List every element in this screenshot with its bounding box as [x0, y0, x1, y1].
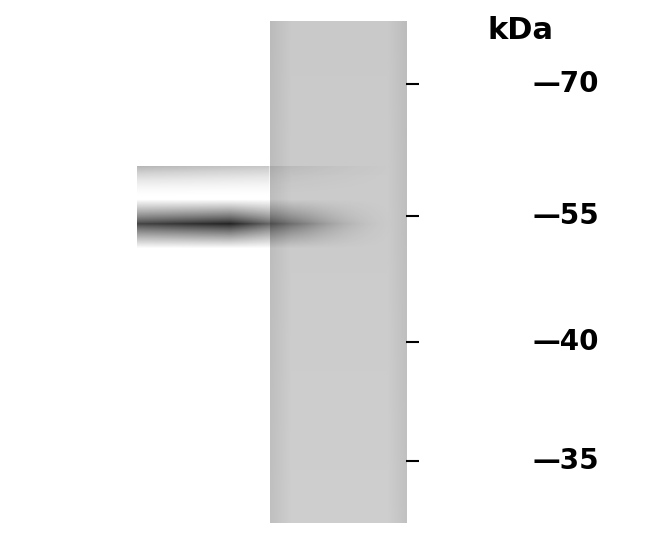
Text: —40: —40 [533, 328, 599, 356]
Text: —55: —55 [533, 202, 600, 230]
Text: —35: —35 [533, 447, 599, 475]
Text: kDa: kDa [488, 16, 554, 45]
Text: —70: —70 [533, 70, 599, 98]
